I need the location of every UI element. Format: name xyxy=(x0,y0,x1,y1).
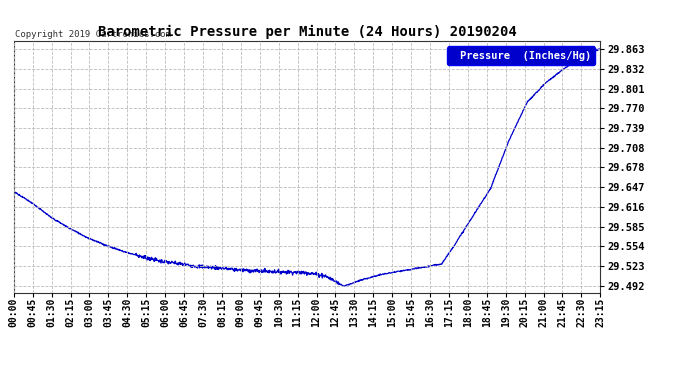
Title: Barometric Pressure per Minute (24 Hours) 20190204: Barometric Pressure per Minute (24 Hours… xyxy=(98,24,516,39)
Legend: Pressure  (Inches/Hg): Pressure (Inches/Hg) xyxy=(447,46,595,65)
Text: Copyright 2019 Cartronics.com: Copyright 2019 Cartronics.com xyxy=(15,30,171,39)
